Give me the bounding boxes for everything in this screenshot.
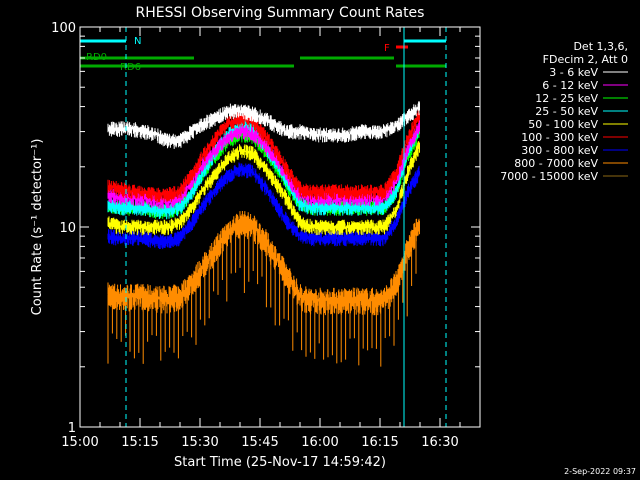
legend-entry: 800 - 7000 keV (514, 157, 598, 170)
series-line (107, 101, 420, 149)
y-axis-ticks: 1 10 100 (51, 21, 480, 436)
x-tick-label: 16:15 (361, 435, 398, 450)
x-axis-label: Start Time (25-Nov-17 14:59:42) (174, 455, 386, 470)
x-axis-ticks: 15:00 15:15 15:30 15:45 16:00 16:15 16:30 (61, 27, 461, 450)
legend-entry: 300 - 800 keV (521, 144, 598, 157)
x-tick-label: 16:00 (301, 435, 338, 450)
legend-entry: 12 - 25 keV (535, 92, 598, 105)
x-tick-label: 15:30 (181, 435, 218, 450)
status-bars: N RD0 RD6 F (80, 36, 446, 73)
series-50-100keV (107, 141, 420, 236)
legend-header: FDecim 2, Att 0 (543, 53, 628, 66)
y-axis-label: Count Rate (s⁻¹ detector⁻¹) (30, 139, 45, 316)
legend-entry: 50 - 100 keV (528, 118, 598, 131)
legend-entry: 6 - 12 keV (542, 79, 598, 92)
annotation-label: N (134, 36, 141, 47)
series-300-800keV (107, 162, 420, 250)
annotation-label: RD0 (86, 52, 107, 63)
legend-entry: 100 - 300 keV (521, 131, 598, 144)
series-spikes (107, 222, 417, 367)
legend-header: Det 1,3,6, (573, 40, 628, 53)
legend-entry: 3 - 6 keV (549, 66, 598, 79)
series-800-7000keV (107, 211, 420, 367)
x-tick-label: 15:15 (121, 435, 158, 450)
series-3-6keV (107, 101, 420, 149)
x-tick-label: 15:45 (241, 435, 278, 450)
series-layer (107, 101, 420, 367)
y-tick-label: 1 (68, 421, 76, 436)
y-tick-label: 10 (59, 221, 76, 236)
annotation-label: RD6 (120, 62, 141, 73)
legend-entry: 7000 - 15000 keV (500, 170, 598, 183)
legend-entry: 25 - 50 keV (535, 105, 598, 118)
annotation-label: F (384, 43, 390, 54)
chart-title: RHESSI Observing Summary Count Rates (136, 5, 425, 21)
x-tick-label: 16:30 (421, 435, 458, 450)
timestamp: 2-Sep-2022 09:37 (564, 467, 636, 476)
x-tick-label: 15:00 (61, 435, 98, 450)
y-tick-label: 100 (51, 21, 76, 36)
series-line (107, 162, 420, 250)
series-line (107, 141, 420, 236)
